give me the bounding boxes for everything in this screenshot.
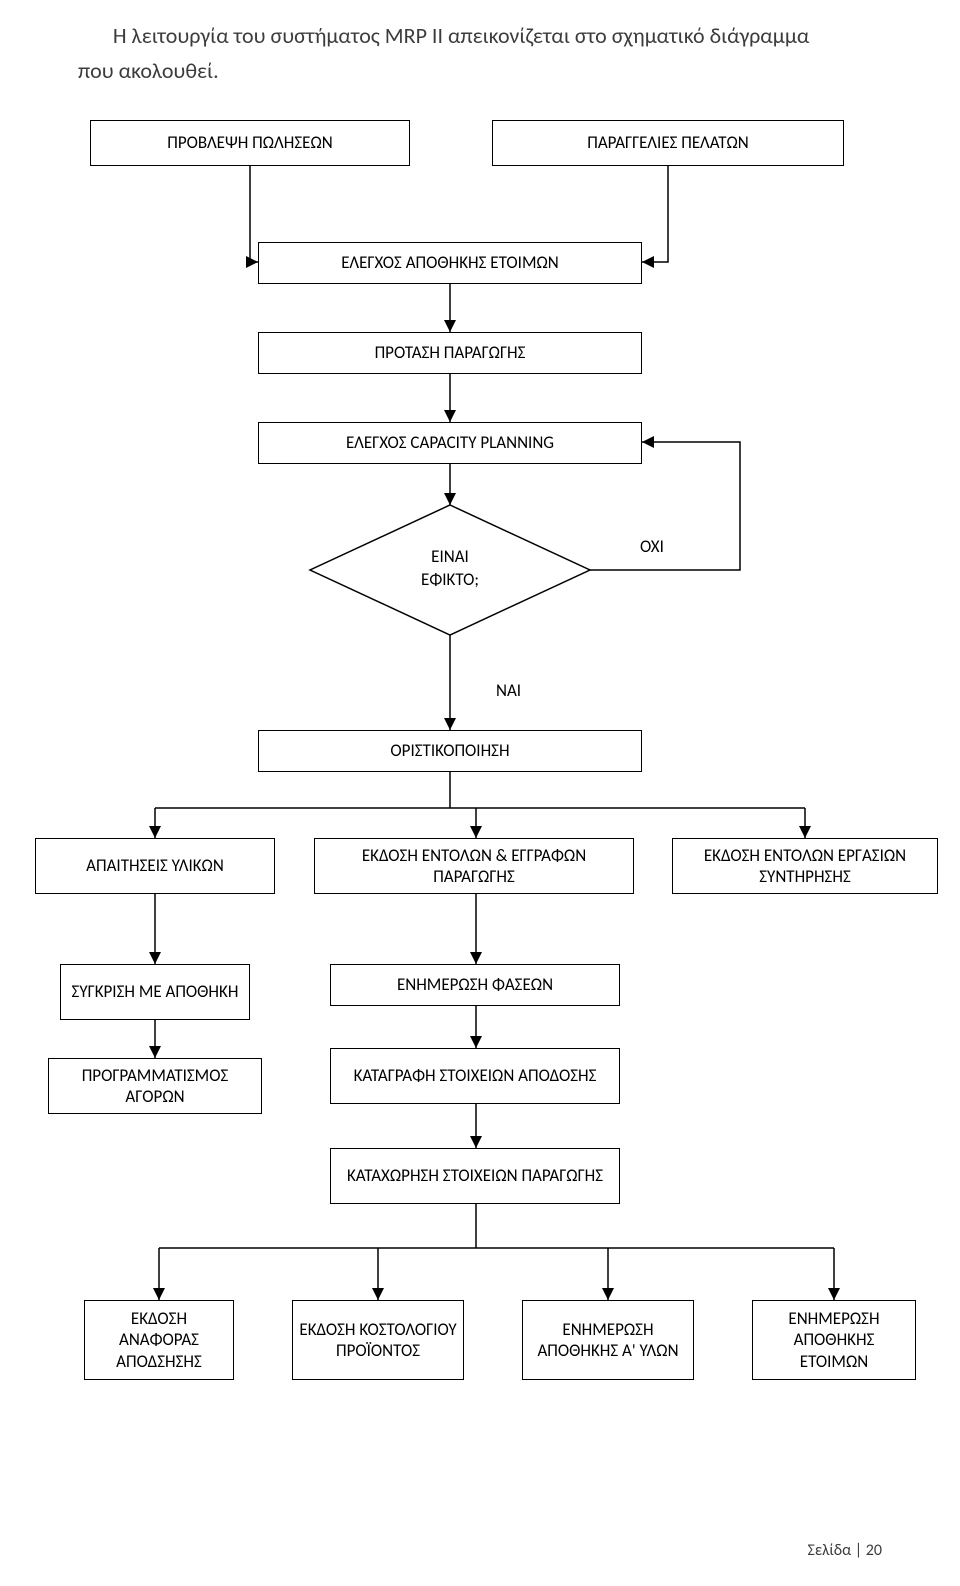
node-compare-stock: ΣΥΓΚΡΙΣΗ ΜΕ ΑΠΟΘΗΚΗ: [60, 964, 250, 1020]
node-record-performance: ΚΑΤΑΓΡΑΦΗ ΣΤΟΙΧΕΙΩΝ ΑΠΟΔΟΣΗΣ: [330, 1048, 620, 1104]
node-record-production: ΚΑΤΑΧΩΡΗΣΗ ΣΤΟΙΧΕΙΩΝ ΠΑΡΑΓΩΓΗΣ: [330, 1148, 620, 1204]
footer-label: Σελίδα: [808, 1541, 852, 1560]
intro-paragraph: Η λειτουργία του συστήματος MRP II απεικ…: [78, 18, 882, 88]
page: Η λειτουργία του συστήματος MRP II απεικ…: [0, 0, 960, 1586]
node-sales-forecast: ΠΡΟΒΛΕΨΗ ΠΩΛΗΣΕΩΝ: [90, 120, 410, 166]
node-production-proposal: ΠΡΟΤΑΣΗ ΠΑΡΑΓΩΓΗΣ: [258, 332, 642, 374]
node-maintenance-orders: ΕΚΔΟΣΗ ΕΝΤΟΛΩΝ ΕΡΓΑΣΙΩΝ ΣΥΝΤΗΡΗΣΗΣ: [672, 838, 938, 894]
node-customer-orders: ΠΑΡΑΓΓΕΛΙΕΣ ΠΕΛΑΤΩΝ: [492, 120, 844, 166]
node-product-costing: ΕΚΔΟΣΗ ΚΟΣΤΟΛΟΓΙΟΥ ΠΡΟΪΟΝΤΟΣ: [292, 1300, 464, 1380]
node-finished-stock-check: ΕΛΕΓΧΟΣ ΑΠΟΘΗΚΗΣ ΕΤΟΙΜΩΝ: [258, 242, 642, 284]
node-update-finished-stock: ΕΝΗΜΕΡΩΣΗ ΑΠΟΘΗΚΗΣ ΕΤΟΙΜΩΝ: [752, 1300, 916, 1380]
footer-page: 20: [866, 1541, 882, 1560]
node-update-phases: ΕΝΗΜΕΡΩΣΗ ΦΑΣΕΩΝ: [330, 964, 620, 1006]
intro-line2: που ακολουθεί.: [78, 57, 219, 84]
node-production-orders: ΕΚΔΟΣΗ ΕΝΤΟΛΩΝ & ΕΓΓΡΑΦΩΝ ΠΑΡΑΓΩΓΗΣ: [314, 838, 634, 894]
decision-label: ΕΙΝΑΙ ΕΦΙΚΤΟ;: [405, 546, 495, 592]
footer-sep: |: [855, 1541, 862, 1560]
node-purchase-planning: ΠΡΟΓΡΑΜΜΑΤΙΣΜΟΣ ΑΓΟΡΩΝ: [48, 1058, 262, 1114]
node-finalization: ΟΡΙΣΤΙΚΟΠΟΙΗΣΗ: [258, 730, 642, 772]
node-material-requirements: ΑΠΑΙΤΗΣΕΙΣ ΥΛΙΚΩΝ: [35, 838, 275, 894]
intro-line1: Η λειτουργία του συστήματος MRP II απεικ…: [113, 22, 810, 49]
node-update-raw-stock: ΕΝΗΜΕΡΩΣΗ ΑΠΟΘΗΚΗΣ Α' ΥΛΩΝ: [522, 1300, 694, 1380]
page-footer: Σελίδα | 20: [808, 1541, 883, 1560]
decision-yes-label: ΝΑΙ: [496, 680, 521, 701]
node-performance-report: ΕΚΔΟΣΗ ΑΝΑΦΟΡΑΣ ΑΠΟΔΣΗΣΗΣ: [84, 1300, 234, 1380]
decision-no-label: ΟΧΙ: [640, 536, 664, 557]
node-capacity-planning: ΕΛΕΓΧΟΣ CAPACITY PLANNING: [258, 422, 642, 464]
